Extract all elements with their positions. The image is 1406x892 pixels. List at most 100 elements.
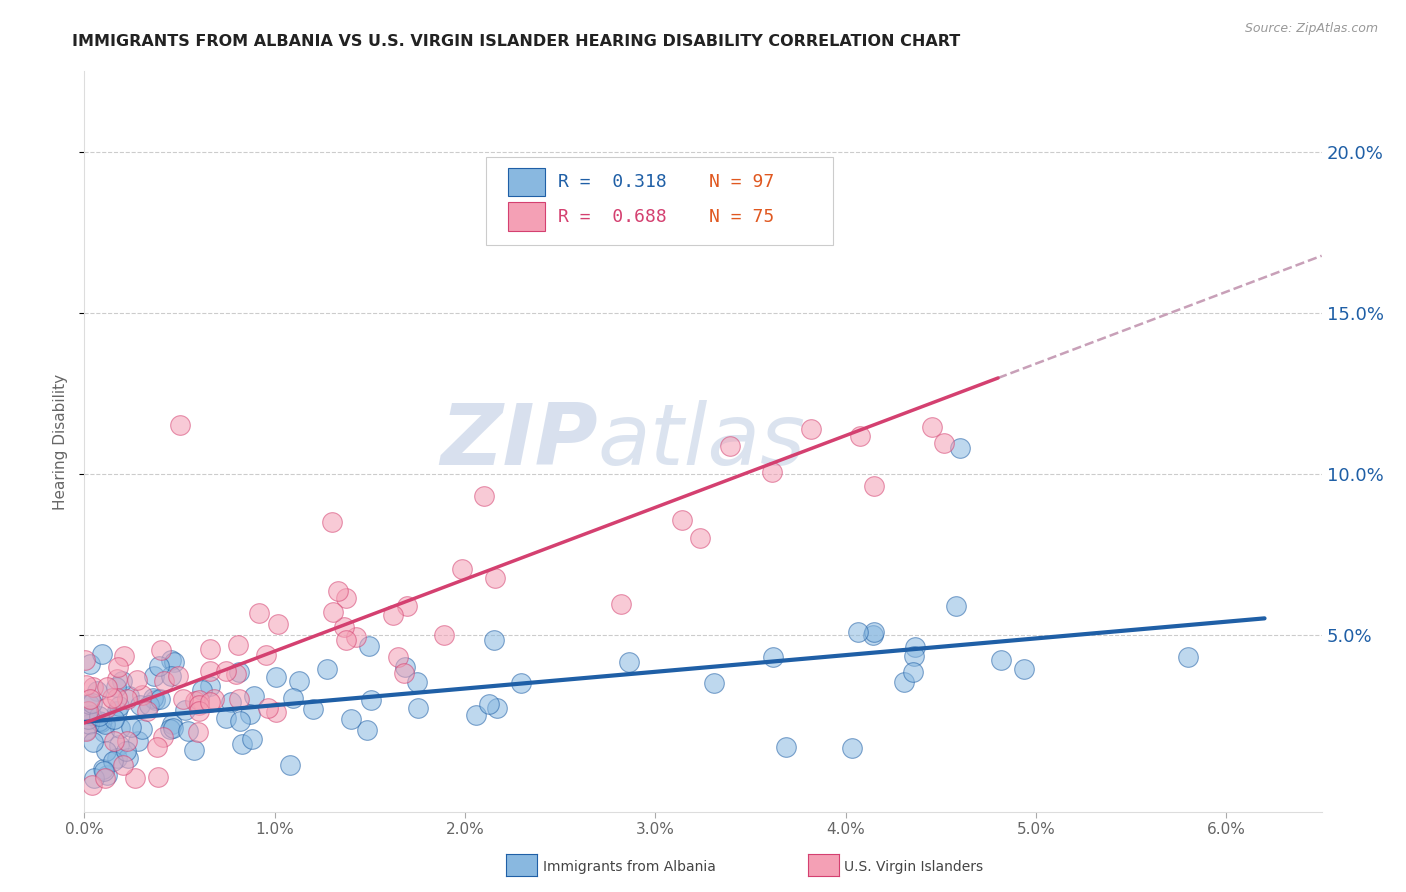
Point: [356, 723, 378, 737]
Bar: [508, 202, 544, 230]
Point: [89, 714, 111, 729]
Point: [321, 515, 343, 529]
Point: [94, 744, 117, 758]
Point: [115, 734, 138, 748]
Point: [863, 479, 886, 493]
Point: [112, 648, 135, 663]
Text: Immigrants from Albania: Immigrants from Albania: [543, 860, 716, 874]
Point: [108, 721, 131, 735]
Text: U.S. Virgin Islanders: U.S. Virgin Islanders: [844, 860, 983, 874]
Point: [226, 638, 249, 652]
Point: [188, 698, 211, 713]
Text: IMMIGRANTS FROM ALBANIA VS U.S. VIRGIN ISLANDER HEARING DISABILITY CORRELATION C: IMMIGRANTS FROM ALBANIA VS U.S. VIRGIN I…: [72, 35, 960, 49]
Point: [87, 714, 110, 729]
Point: [172, 692, 194, 706]
Point: [316, 662, 339, 676]
Point: [256, 700, 278, 714]
Point: [127, 733, 149, 747]
Point: [148, 659, 170, 673]
Point: [83, 771, 105, 785]
Point: [433, 628, 456, 642]
Point: [82, 734, 104, 748]
Point: [718, 439, 741, 453]
Point: [143, 693, 166, 707]
Point: [115, 744, 138, 758]
Point: [903, 640, 925, 655]
Point: [115, 691, 138, 706]
Point: [125, 673, 148, 687]
Point: [198, 695, 221, 709]
Text: R =  0.688: R = 0.688: [558, 208, 666, 227]
Point: [160, 653, 183, 667]
Point: [103, 712, 125, 726]
Point: [863, 625, 886, 640]
Point: [79, 691, 101, 706]
Point: [75, 723, 97, 738]
Point: [903, 649, 925, 664]
Point: [104, 680, 127, 694]
Point: [152, 730, 174, 744]
Point: [77, 697, 100, 711]
Bar: [508, 168, 544, 195]
FancyBboxPatch shape: [486, 156, 832, 245]
Point: [387, 650, 409, 665]
Point: [128, 698, 150, 712]
Point: [322, 605, 344, 619]
Point: [703, 676, 725, 690]
Point: [76, 712, 98, 726]
Point: [108, 739, 131, 753]
Point: [94, 716, 117, 731]
Point: [301, 702, 323, 716]
Point: [117, 751, 139, 765]
Point: [184, 694, 207, 708]
Point: [264, 706, 287, 720]
Point: [796, 193, 818, 207]
Point: [187, 704, 209, 718]
Point: [80, 696, 103, 710]
Point: [841, 740, 863, 755]
Point: [77, 717, 100, 731]
Point: [335, 591, 357, 606]
Point: [921, 419, 943, 434]
Point: [848, 624, 870, 639]
Point: [107, 659, 129, 673]
Point: [91, 648, 114, 662]
Point: [202, 692, 225, 706]
Point: [231, 737, 253, 751]
Point: [228, 665, 250, 680]
Point: [75, 723, 97, 737]
Point: [283, 690, 305, 705]
Point: [93, 725, 115, 739]
Point: [396, 599, 419, 613]
Point: [76, 704, 98, 718]
Point: [381, 608, 404, 623]
Point: [862, 628, 884, 642]
Point: [94, 700, 117, 714]
Point: [173, 702, 195, 716]
Point: [278, 758, 301, 772]
Point: [93, 764, 115, 778]
Point: [239, 706, 262, 721]
Point: [254, 648, 277, 662]
Point: [138, 698, 160, 713]
Point: [108, 699, 131, 714]
Point: [96, 680, 118, 694]
Point: [198, 679, 221, 693]
Point: [101, 754, 124, 768]
Point: [163, 655, 186, 669]
Point: [150, 643, 173, 657]
Point: [111, 758, 134, 772]
Text: atlas: atlas: [598, 400, 806, 483]
Point: [335, 632, 357, 647]
Point: [474, 489, 496, 503]
Point: [406, 700, 429, 714]
Point: [360, 693, 382, 707]
Point: [392, 665, 415, 680]
Point: [264, 671, 287, 685]
Point: [101, 691, 124, 706]
Point: [332, 619, 354, 633]
Point: [162, 722, 184, 736]
Point: [183, 743, 205, 757]
Point: [224, 666, 246, 681]
Point: [893, 675, 915, 690]
